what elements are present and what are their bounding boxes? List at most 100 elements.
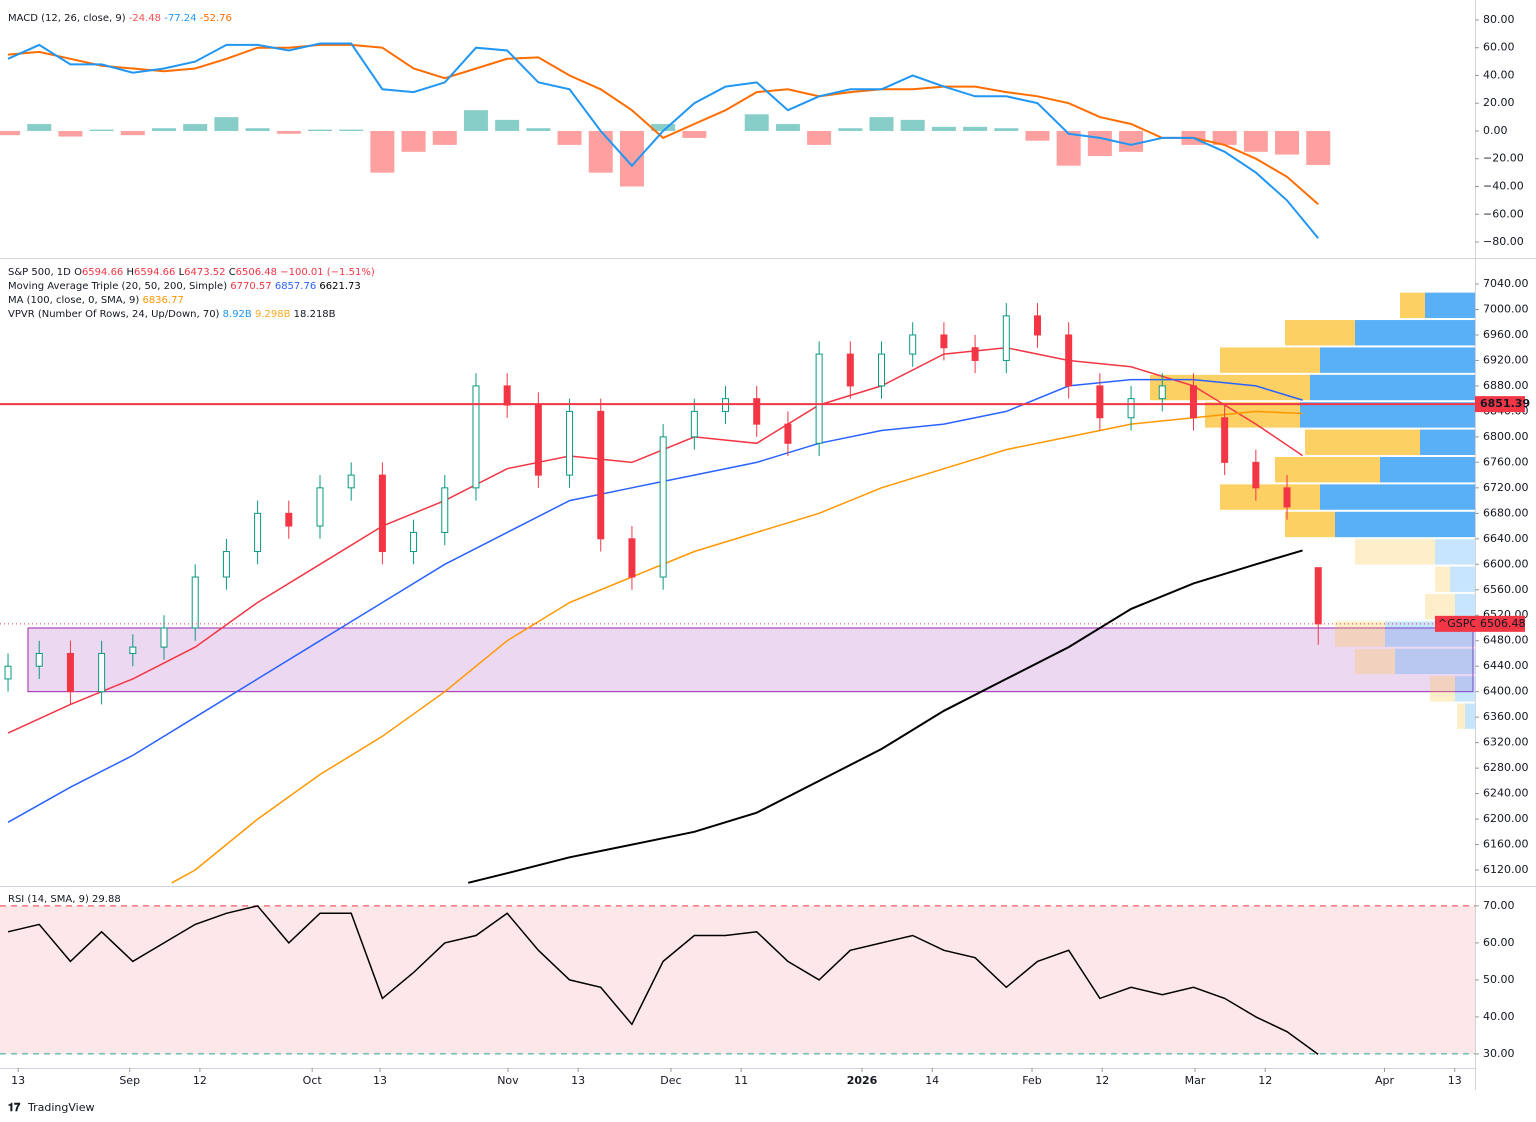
candle-body — [35, 652, 43, 667]
legend-value: 6857.76 — [275, 281, 316, 292]
legend-ohlc: 6473.52 — [184, 267, 225, 278]
y-tick-label: 80.00 — [1483, 13, 1515, 26]
macd-histogram-bar — [838, 128, 863, 131]
macd-histogram-bar — [0, 130, 21, 136]
vpvr-down — [1220, 347, 1320, 373]
legend: VPVR (Number Of Rows, 24, Up/Down, 70) 8… — [8, 309, 336, 320]
x-tick-label: 12 — [1258, 1074, 1272, 1087]
vpvr-up — [1435, 539, 1475, 565]
vpvr-up — [1320, 484, 1475, 510]
candle-body — [285, 512, 293, 527]
legend-value: 6621.73 — [319, 281, 360, 292]
macd-histogram-bar — [1119, 130, 1144, 152]
candle-body — [254, 512, 262, 553]
candle-body — [846, 353, 854, 387]
candle-body — [753, 398, 761, 425]
candle-body — [1252, 461, 1260, 489]
macd-histogram-bar — [245, 128, 270, 131]
candle-body — [441, 487, 449, 533]
macd-histogram-bar — [682, 130, 707, 138]
vpvr-up — [1310, 374, 1475, 401]
y-tick-label: 7040.00 — [1483, 277, 1529, 290]
y-tick-label: 20.00 — [1483, 96, 1515, 109]
macd-histogram-bar — [744, 114, 769, 131]
symbol-tag-bg — [1435, 615, 1475, 632]
y-tick-label: 6880.00 — [1483, 379, 1529, 392]
legend-ohlc: 6594.66 — [82, 267, 123, 278]
x-tick-label: 2026 — [847, 1074, 878, 1087]
legend-title: RSI (14, SMA, 9) — [8, 894, 89, 905]
last-price-bg — [1475, 615, 1525, 632]
candle-body — [597, 410, 605, 540]
x-tick-label: 13 — [11, 1074, 25, 1087]
vpvr-up — [1450, 566, 1475, 592]
legend: RSI (14, SMA, 9) 29.88 — [8, 894, 121, 905]
legend-value: 8.92B — [223, 309, 252, 320]
legend-title: S&P 500, 1D — [8, 267, 71, 278]
vpvr-up — [1380, 456, 1475, 483]
y-tick-label: 6160.00 — [1483, 838, 1529, 851]
macd-histogram-bar — [152, 128, 177, 131]
signal-line — [7, 43, 1319, 205]
y-tick-label: 6120.00 — [1483, 863, 1529, 876]
vpvr-down — [1305, 429, 1420, 455]
macd-histogram-bar — [120, 130, 145, 136]
x-tick-label: 13 — [571, 1074, 585, 1087]
x-tick-label: 11 — [734, 1074, 748, 1087]
x-tick-label: 13 — [1448, 1074, 1462, 1087]
legend-ohlc: O — [74, 267, 82, 278]
candle-body — [690, 410, 698, 438]
x-tick-label: Apr — [1375, 1074, 1395, 1087]
candle-body — [222, 551, 230, 578]
candle-body — [1096, 385, 1104, 419]
y-tick-label: 40.00 — [1483, 68, 1515, 81]
y-tick-label: 70.00 — [1483, 899, 1515, 912]
candle-body — [98, 652, 106, 693]
x-tick-label: 12 — [1095, 1074, 1109, 1087]
vpvr-up — [1335, 511, 1475, 538]
moving-average — [467, 549, 1303, 884]
y-tick-label: 0.00 — [1483, 124, 1508, 137]
candle-body — [347, 474, 355, 489]
candle-body — [1221, 417, 1229, 463]
vpvr-down — [1285, 511, 1335, 538]
x-tick-label: Dec — [660, 1074, 681, 1087]
rsi-band — [0, 905, 1475, 1054]
vpvr-up — [1320, 347, 1475, 373]
vpvr-down — [1400, 292, 1425, 319]
vpvr-up — [1300, 402, 1475, 428]
y-tick-label: −40.00 — [1483, 180, 1524, 193]
x-tick-label: 14 — [925, 1074, 939, 1087]
macd-histogram-bar — [963, 126, 988, 131]
macd-histogram-bar — [526, 128, 551, 131]
macd-histogram-bar — [1056, 130, 1081, 166]
legend-ohlc: H — [126, 267, 134, 278]
legend-value: 6836.77 — [142, 295, 183, 306]
legend-ohlc: C — [229, 267, 236, 278]
y-tick-label: 6640.00 — [1483, 532, 1529, 545]
macd-histogram-bar — [214, 117, 239, 131]
macd-histogram-bar — [58, 130, 83, 137]
candle-body — [316, 487, 324, 527]
candle-body — [129, 646, 137, 654]
candle-body — [1065, 334, 1073, 387]
y-tick-label: 6600.00 — [1483, 557, 1529, 570]
x-tick-label: Mar — [1185, 1074, 1206, 1087]
candle-body — [1314, 567, 1322, 625]
macd-histogram-bar — [775, 124, 800, 131]
candle-body — [628, 538, 636, 578]
y-tick-label: 6720.00 — [1483, 481, 1529, 494]
candle-body — [1127, 398, 1135, 419]
macd-histogram-bar — [900, 119, 925, 131]
macd-histogram-bar — [495, 119, 520, 131]
legend-ohlc: L — [179, 267, 185, 278]
vpvr-down — [1220, 484, 1320, 510]
candle-body — [878, 353, 886, 387]
y-tick-label: 6960.00 — [1483, 328, 1529, 341]
vpvr-down — [1457, 703, 1465, 729]
y-tick-label: 6400.00 — [1483, 685, 1529, 698]
candle-body — [659, 436, 667, 578]
